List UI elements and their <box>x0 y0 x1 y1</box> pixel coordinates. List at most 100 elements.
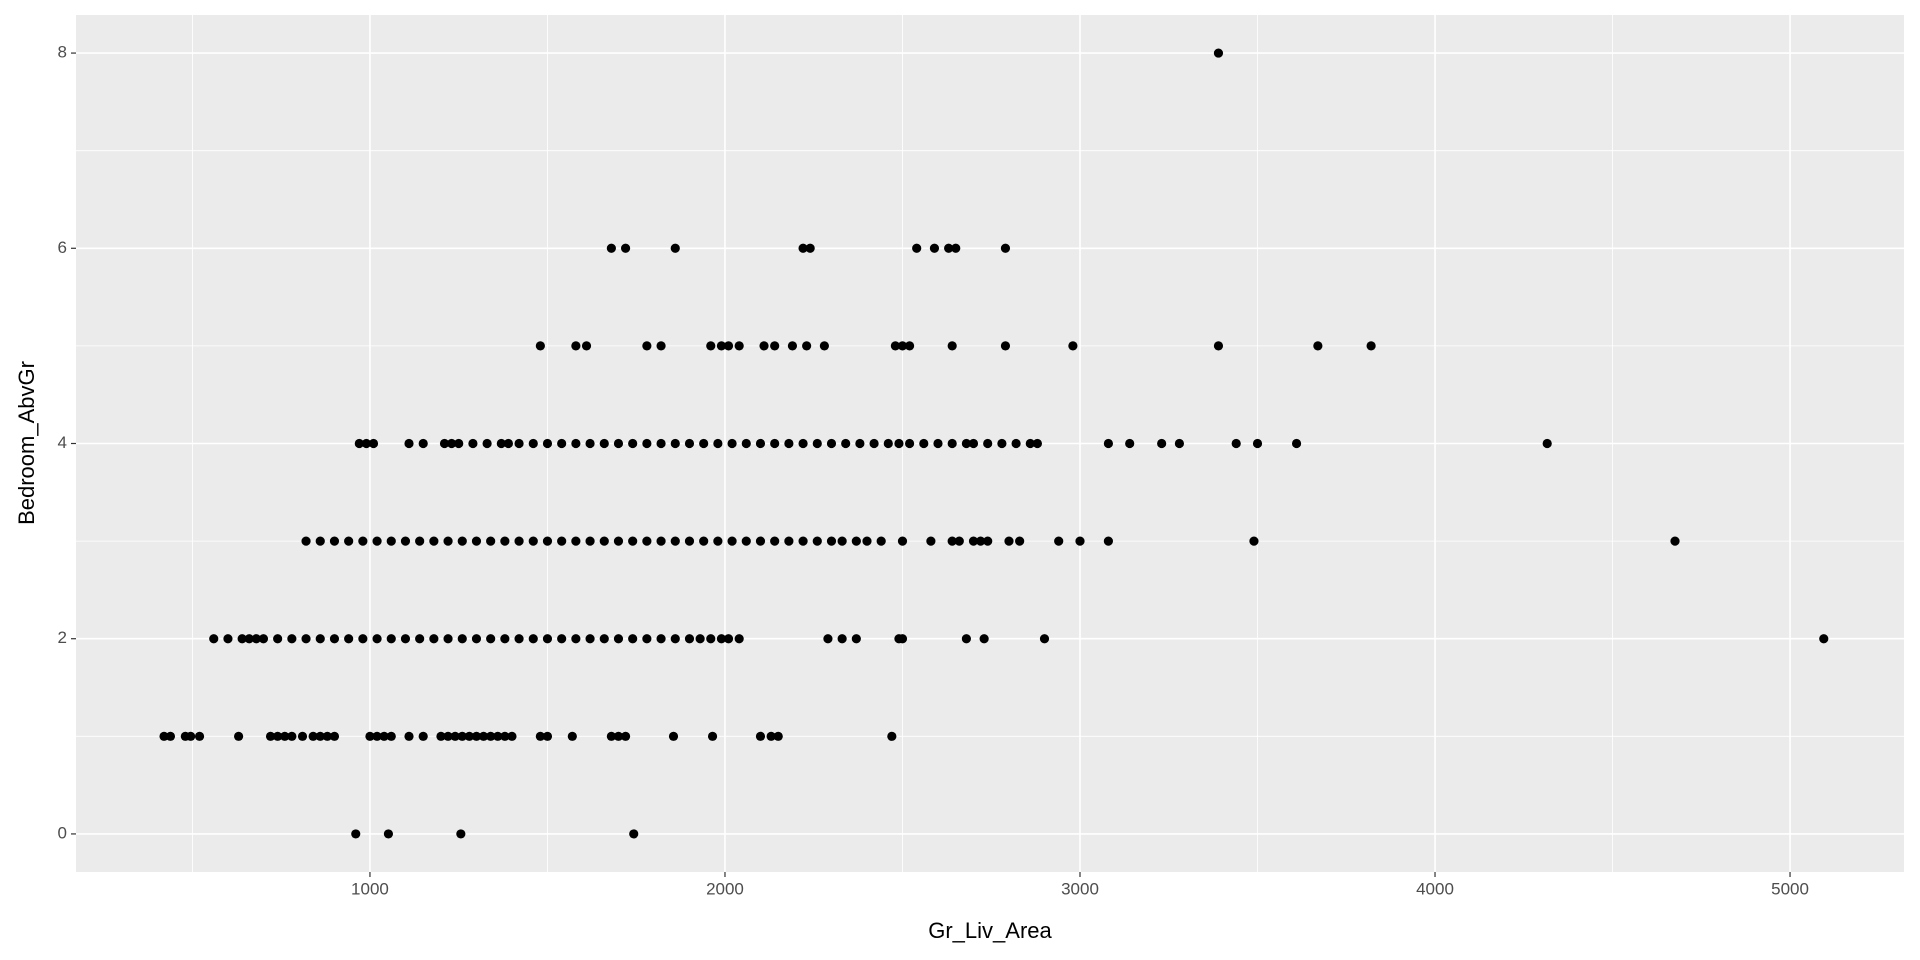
point <box>944 243 954 253</box>
point <box>1231 438 1241 449</box>
point <box>471 731 482 741</box>
point <box>493 731 503 741</box>
point <box>819 341 829 351</box>
point <box>383 829 394 839</box>
point <box>897 341 908 351</box>
point <box>478 731 489 741</box>
point <box>947 341 957 351</box>
point <box>869 438 879 449</box>
point <box>628 536 638 546</box>
point <box>734 341 744 351</box>
point <box>471 536 482 546</box>
point <box>287 634 297 644</box>
point <box>486 634 496 644</box>
point <box>1000 243 1011 253</box>
point <box>887 731 897 741</box>
point <box>514 438 524 449</box>
y-axis-title: Bedroom_AbvGr <box>14 361 39 525</box>
point <box>439 438 450 449</box>
point <box>233 731 244 741</box>
point <box>273 731 283 741</box>
point <box>755 731 766 741</box>
x-axis-title: Gr_Liv_Area <box>928 918 1052 943</box>
point <box>947 536 957 546</box>
point <box>1313 341 1323 351</box>
point <box>557 634 567 644</box>
point <box>571 536 581 546</box>
point <box>1291 438 1302 449</box>
point <box>244 634 254 644</box>
point <box>386 536 396 546</box>
point <box>372 536 382 546</box>
point <box>926 536 936 546</box>
point <box>670 243 680 253</box>
point <box>372 634 382 644</box>
point <box>684 634 695 644</box>
point <box>209 634 219 644</box>
point <box>805 243 815 253</box>
point <box>787 341 798 351</box>
point <box>798 438 808 449</box>
point <box>557 536 567 546</box>
point <box>415 634 425 644</box>
point <box>983 438 993 449</box>
point <box>883 438 893 449</box>
point <box>535 731 545 741</box>
point <box>443 634 453 644</box>
point <box>280 731 290 741</box>
point <box>344 634 354 644</box>
point <box>194 731 205 741</box>
point <box>571 438 581 449</box>
point <box>1011 438 1021 449</box>
point <box>1366 341 1376 351</box>
point <box>429 634 439 644</box>
point <box>418 438 428 449</box>
point <box>436 731 446 741</box>
point <box>642 341 652 351</box>
point <box>368 438 379 449</box>
point <box>968 536 979 546</box>
point <box>897 536 908 546</box>
x-tick-label: 2000 <box>706 879 744 898</box>
point <box>486 536 496 546</box>
point <box>734 634 744 644</box>
point <box>1032 438 1042 449</box>
point <box>798 536 808 546</box>
point <box>670 536 680 546</box>
y-tick-label: 6 <box>58 238 67 257</box>
point <box>684 438 695 449</box>
point <box>699 536 709 546</box>
point <box>542 438 553 449</box>
point <box>897 634 908 644</box>
point <box>929 243 940 253</box>
point <box>983 536 993 546</box>
x-tick-label: 1000 <box>351 879 389 898</box>
point <box>329 536 340 546</box>
y-tick-label: 4 <box>58 433 67 452</box>
x-tick-label: 5000 <box>1771 879 1809 898</box>
point <box>855 438 865 449</box>
point <box>542 634 553 644</box>
point <box>613 438 624 449</box>
point <box>904 438 915 449</box>
point <box>404 438 414 449</box>
point <box>329 731 340 741</box>
point <box>1103 438 1113 449</box>
point <box>826 536 837 546</box>
x-tick-label: 3000 <box>1061 879 1099 898</box>
point <box>542 731 553 741</box>
point <box>723 341 734 351</box>
point <box>486 731 496 741</box>
point <box>265 731 276 741</box>
point <box>706 341 716 351</box>
point <box>454 438 464 449</box>
point <box>358 536 368 546</box>
point <box>826 438 837 449</box>
point <box>1103 536 1113 546</box>
point <box>457 536 467 546</box>
point <box>613 536 624 546</box>
point <box>837 536 847 546</box>
point <box>1054 536 1064 546</box>
points <box>159 48 1829 839</box>
